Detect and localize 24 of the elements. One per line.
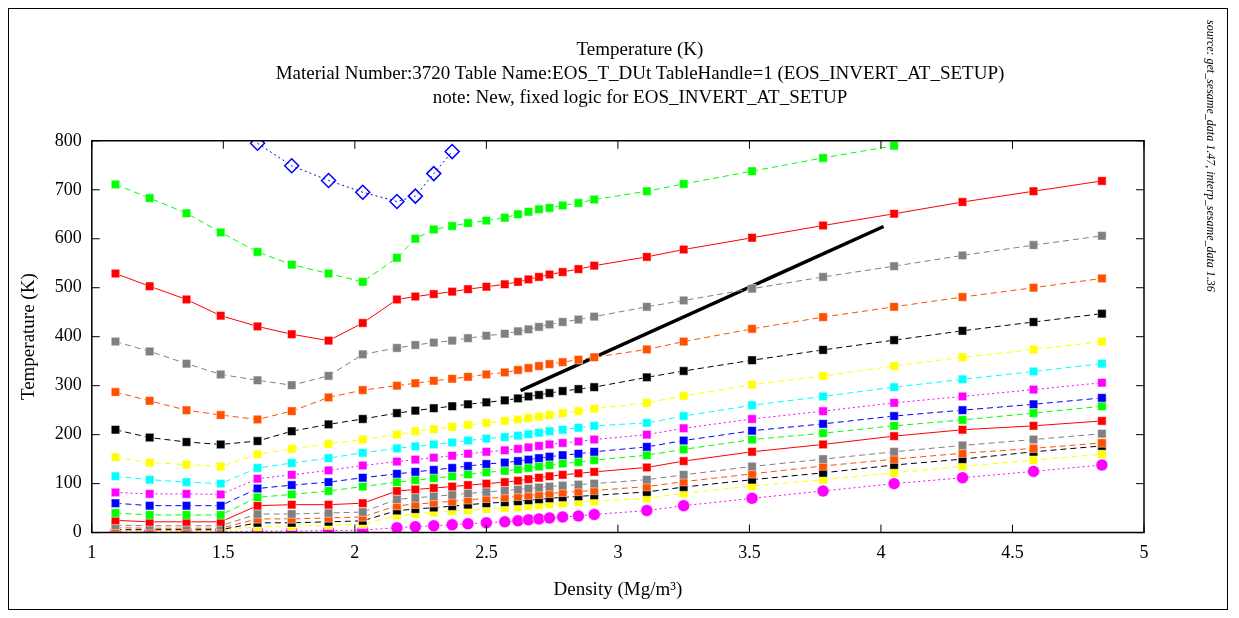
y-tick-label: 100	[54, 472, 82, 493]
source-note: source: get_sesame_data 1.47, interp_sesame_data 1.36	[1203, 20, 1218, 292]
x-tick-label: 5	[1139, 542, 1149, 563]
y-tick-label: 500	[54, 276, 82, 297]
y-tick-label: 0	[72, 521, 82, 542]
x-tick-label: 2	[350, 542, 360, 563]
y-tick-label: 200	[54, 423, 82, 444]
x-tick-label: 2.5	[475, 542, 498, 563]
text: note: New, fixed logic for EOS_INVERT_AT_SETUP	[432, 86, 848, 107]
y-tick-label: 600	[54, 227, 82, 248]
y-axis-title: Temperature (K)	[17, 273, 40, 401]
chart-subtitle: Material Number:3720 Table Name:EOS_T_DUt TableHandle=1 (EOS_INVERT_AT_SETUP)	[275, 62, 1005, 83]
chart-title: Temperature (K)	[576, 38, 704, 59]
x-tick-label: 3	[613, 542, 623, 563]
y-tick-label: 300	[54, 374, 82, 395]
x-tick-label: 1.5	[212, 542, 235, 563]
x-tick-label: 4.5	[1001, 542, 1024, 563]
y-tick-label: 400	[54, 325, 82, 346]
x-axis-title: Density (Mg/m³)	[553, 577, 683, 600]
y-tick-label: 800	[54, 129, 82, 150]
x-tick-label: 3.5	[738, 542, 761, 563]
x-tick-label: 1	[87, 542, 97, 563]
y-tick-label: 700	[54, 178, 82, 199]
x-tick-label: 4	[876, 542, 886, 563]
